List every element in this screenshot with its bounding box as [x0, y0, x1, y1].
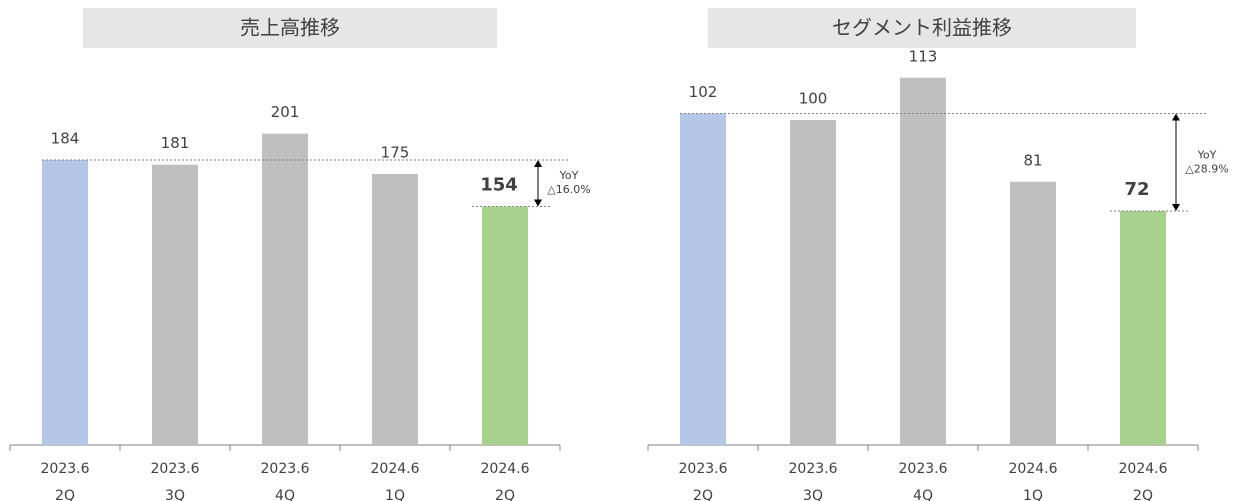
x-tick-label: 2Q: [1133, 488, 1153, 501]
x-tick-label: 2023.6: [261, 461, 310, 477]
value-label: 113: [909, 47, 938, 65]
chart-title: セグメント利益推移: [832, 16, 1012, 40]
bar: [1010, 181, 1056, 445]
x-tick-label: 2024.6: [481, 461, 530, 477]
bar: [372, 173, 418, 445]
bar: [1120, 211, 1166, 445]
annotation: △16.0%: [547, 183, 590, 196]
arrow-head: [534, 199, 542, 207]
arrow-head: [1172, 113, 1180, 121]
x-tick-label: 2023.6: [679, 461, 728, 477]
x-tick-label: 1Q: [1023, 488, 1043, 501]
value-label: 184: [51, 130, 80, 148]
title-box: [708, 8, 1136, 48]
x-tick-label: 2024.6: [371, 461, 420, 477]
value-label: 81: [1023, 151, 1042, 169]
value-label: 72: [1124, 179, 1149, 200]
title-box: [83, 8, 497, 48]
x-tick-label: 2023.6: [151, 461, 200, 477]
value-label: 100: [799, 90, 828, 108]
x-tick-label: 2023.6: [41, 461, 90, 477]
x-tick-label: 2024.6: [1009, 461, 1058, 477]
x-tick-label: 2Q: [495, 488, 515, 501]
value-label: 102: [689, 83, 718, 101]
x-tick-label: 3Q: [165, 488, 185, 501]
value-label: 181: [161, 134, 190, 152]
x-tick-label: 4Q: [913, 488, 933, 501]
bar: [680, 113, 726, 445]
x-tick-label: 1Q: [385, 488, 405, 501]
annotation: △28.9%: [1185, 162, 1228, 175]
x-tick-label: 2024.6: [1119, 461, 1168, 477]
bar: [42, 160, 88, 445]
x-tick-label: 2023.6: [899, 461, 948, 477]
bar: [262, 133, 308, 445]
bar: [152, 164, 198, 445]
annotation: YoY: [559, 169, 579, 182]
chart-title: 売上高推移: [240, 16, 340, 40]
x-tick-label: 2023.6: [789, 461, 838, 477]
x-tick-label: 2Q: [55, 488, 75, 501]
x-tick-label: 2Q: [693, 488, 713, 501]
bar: [482, 206, 528, 445]
value-label: 175: [381, 143, 410, 161]
value-label: 154: [480, 174, 518, 195]
arrow-head: [534, 160, 542, 168]
x-tick-label: 3Q: [803, 488, 823, 501]
arrow-head: [1172, 204, 1180, 211]
x-tick-label: 4Q: [275, 488, 295, 501]
annotation: YoY: [1197, 148, 1217, 161]
value-label: 201: [271, 103, 300, 121]
bar: [790, 120, 836, 445]
bar: [900, 77, 946, 445]
